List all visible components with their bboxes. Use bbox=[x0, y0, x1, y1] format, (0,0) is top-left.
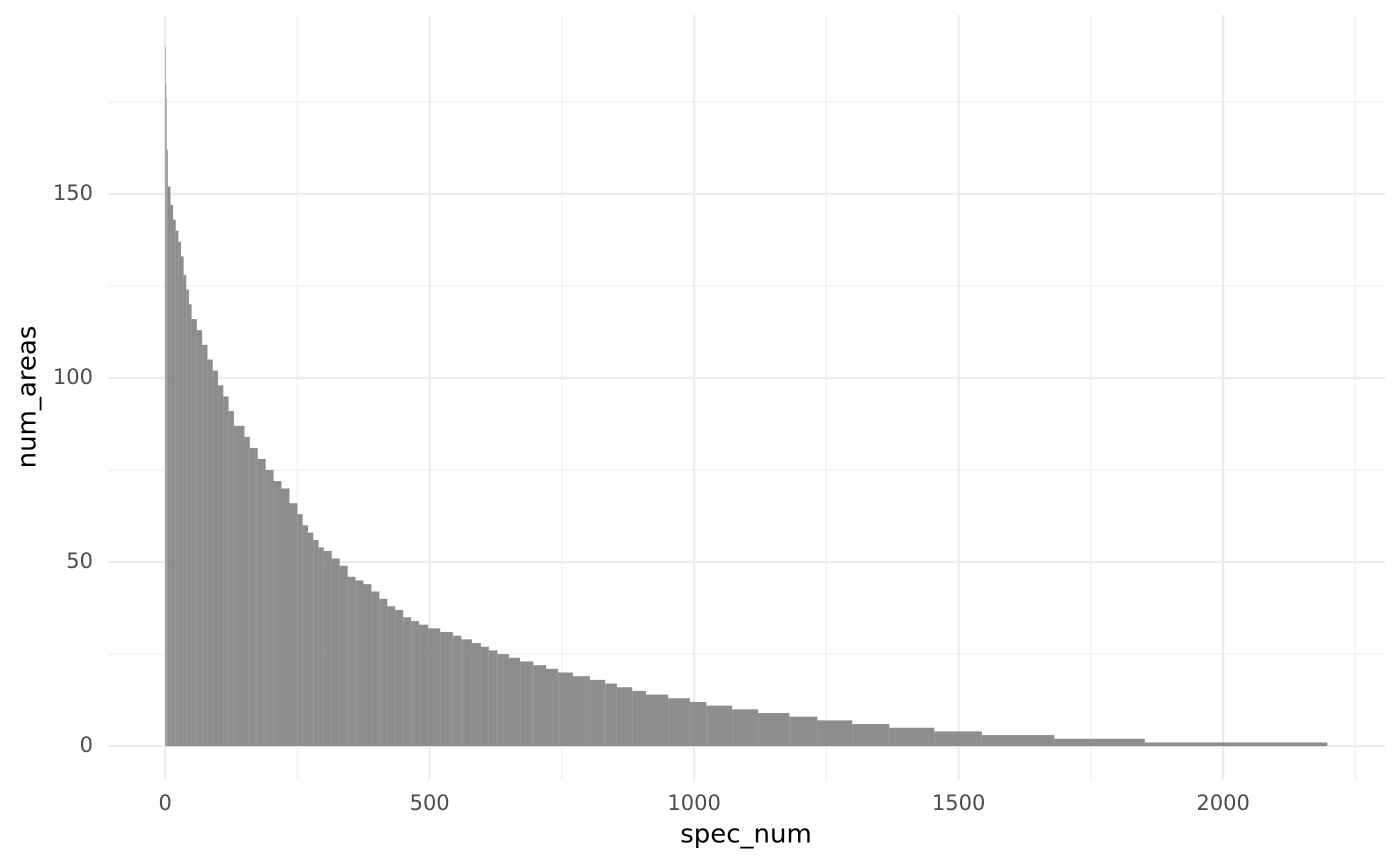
bar bbox=[605, 683, 617, 747]
bar bbox=[533, 665, 547, 747]
bar bbox=[223, 396, 229, 747]
bar bbox=[273, 481, 282, 747]
bar bbox=[889, 727, 935, 747]
bar bbox=[668, 698, 690, 747]
bar bbox=[387, 606, 396, 747]
bar bbox=[178, 241, 182, 747]
bar bbox=[616, 687, 633, 747]
bar bbox=[1054, 738, 1145, 747]
bar bbox=[166, 98, 167, 747]
bars bbox=[165, 46, 1328, 747]
bar bbox=[758, 712, 790, 747]
x-tick-label: 0 bbox=[158, 791, 171, 815]
bar bbox=[371, 591, 380, 747]
bar bbox=[339, 565, 348, 747]
bar bbox=[165, 46, 166, 747]
bar bbox=[589, 679, 606, 747]
bar bbox=[508, 657, 521, 747]
bar bbox=[207, 359, 213, 747]
bar bbox=[175, 230, 179, 747]
bar bbox=[645, 694, 669, 747]
bar bbox=[265, 470, 274, 747]
bar bbox=[212, 370, 219, 747]
bar bbox=[419, 624, 429, 747]
bar bbox=[347, 576, 356, 747]
x-axis-title: spec_num bbox=[680, 820, 812, 850]
bar bbox=[183, 274, 187, 747]
y-tick-label: 150 bbox=[53, 181, 93, 205]
bar bbox=[228, 411, 234, 747]
bar bbox=[461, 639, 472, 747]
bar bbox=[852, 724, 890, 747]
bar bbox=[471, 643, 481, 747]
bar bbox=[170, 204, 174, 747]
bar bbox=[440, 632, 453, 747]
bar bbox=[323, 551, 332, 747]
bar bbox=[480, 646, 489, 747]
bar bbox=[520, 661, 534, 747]
bar bbox=[546, 668, 559, 747]
bar bbox=[934, 731, 982, 747]
bar bbox=[706, 705, 733, 747]
bar bbox=[191, 319, 197, 747]
bar bbox=[167, 186, 171, 747]
x-tick-label: 1500 bbox=[932, 791, 985, 815]
bar bbox=[318, 547, 324, 747]
bar bbox=[289, 503, 298, 747]
bar bbox=[572, 676, 590, 747]
bar bbox=[632, 690, 646, 747]
bar bbox=[558, 672, 573, 747]
bar bbox=[313, 539, 319, 747]
bar bbox=[307, 532, 314, 747]
bar bbox=[202, 344, 208, 747]
bar bbox=[488, 650, 498, 747]
bar bbox=[233, 425, 245, 747]
bar bbox=[257, 458, 266, 747]
bar bbox=[165, 83, 167, 747]
y-axis-title: num_areas bbox=[13, 326, 43, 469]
bar bbox=[249, 447, 258, 747]
bar bbox=[188, 304, 192, 747]
bar bbox=[186, 289, 189, 747]
bar bbox=[789, 716, 818, 747]
bar bbox=[379, 598, 388, 747]
bar bbox=[297, 514, 303, 747]
y-tick-label: 0 bbox=[80, 733, 93, 757]
bar bbox=[732, 709, 759, 747]
bar bbox=[395, 609, 404, 747]
bar bbox=[817, 720, 853, 747]
bar bbox=[428, 628, 441, 747]
bar bbox=[981, 735, 1055, 747]
bar bbox=[166, 149, 168, 747]
x-tick-label: 2000 bbox=[1196, 791, 1249, 815]
bar bbox=[363, 584, 372, 747]
bar bbox=[403, 617, 412, 747]
y-tick-label: 50 bbox=[66, 549, 93, 573]
y-tick-label: 100 bbox=[53, 365, 93, 389]
x-tick-label: 500 bbox=[410, 791, 450, 815]
bar bbox=[196, 330, 203, 747]
bar bbox=[331, 558, 340, 747]
bar bbox=[218, 385, 224, 747]
bar bbox=[497, 654, 509, 747]
x-tick-label: 1000 bbox=[667, 791, 720, 815]
bar bbox=[173, 219, 176, 747]
bar bbox=[281, 488, 290, 747]
bar bbox=[181, 256, 184, 747]
bar bbox=[1144, 742, 1328, 747]
bar bbox=[355, 580, 364, 747]
bar bbox=[452, 635, 462, 747]
bar bbox=[244, 436, 250, 747]
bar bbox=[689, 701, 707, 747]
bar bbox=[411, 620, 420, 747]
bar bbox=[302, 525, 308, 747]
